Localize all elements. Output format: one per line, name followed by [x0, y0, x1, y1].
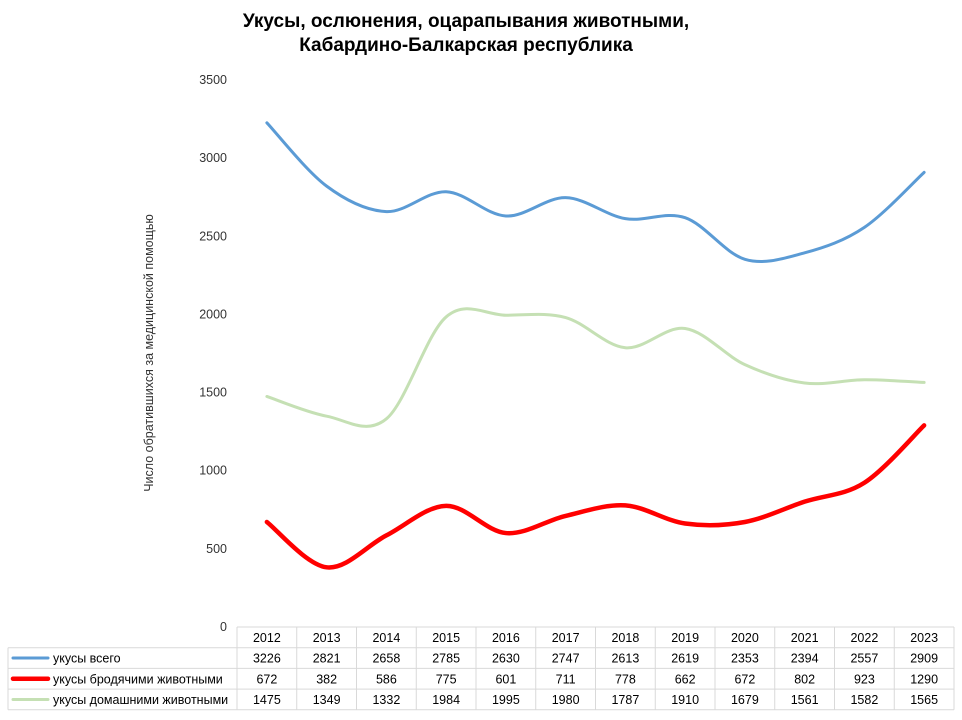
y-tick-label: 2500	[199, 229, 227, 243]
x-tick-label: 2022	[850, 631, 878, 645]
chart-title-line1: Укусы, ослюнения, оцарапывания животными…	[242, 11, 690, 32]
legend-label: укусы всего	[53, 652, 121, 666]
y-tick-label: 3500	[199, 73, 227, 87]
x-tick-label: 2020	[731, 631, 759, 645]
data-label: 1787	[611, 693, 639, 707]
data-label: 1349	[313, 693, 341, 707]
x-tick-label: 2012	[253, 631, 281, 645]
x-tick-label: 2019	[671, 631, 699, 645]
data-label: 1475	[253, 693, 281, 707]
data-label: 778	[615, 672, 636, 686]
data-label: 2394	[791, 652, 819, 666]
y-tick-label: 500	[206, 542, 227, 556]
x-tick-label: 2017	[552, 631, 580, 645]
data-label: 1290	[910, 672, 938, 686]
series-lines	[264, 121, 927, 570]
y-axis-label: Число обратившихся за медицинской помощь…	[142, 214, 156, 492]
x-tick-label: 2021	[791, 631, 819, 645]
y-tick-label: 2000	[199, 307, 227, 321]
x-tick-label: 2016	[492, 631, 520, 645]
legend-label: укусы бродячими животными	[53, 672, 223, 686]
y-axis: 0 500 1000 1500 2000 2500 3000 3500	[199, 73, 227, 634]
data-label: 2909	[910, 652, 938, 666]
x-tick-label: 2014	[372, 631, 400, 645]
data-label: 1565	[910, 693, 938, 707]
series-line-stray	[264, 423, 927, 570]
data-label: 775	[436, 672, 457, 686]
data-label: 672	[734, 672, 755, 686]
data-label: 2613	[611, 652, 639, 666]
data-label: 2821	[313, 652, 341, 666]
data-label: 2557	[850, 652, 878, 666]
data-label: 2747	[552, 652, 580, 666]
data-label: 2619	[671, 652, 699, 666]
series-line-domestic	[265, 307, 926, 428]
data-label: 1910	[671, 693, 699, 707]
chart-title: Укусы, ослюнения, оцарапывания животными…	[0, 10, 932, 58]
data-label: 1332	[372, 693, 400, 707]
data-label: 711	[556, 672, 576, 686]
data-label: 1582	[850, 693, 878, 707]
data-label: 1984	[432, 693, 460, 707]
data-label: 1980	[552, 693, 580, 707]
legend-label: укусы домашними животными	[53, 693, 228, 707]
data-label: 2785	[432, 652, 460, 666]
data-label: 1561	[791, 693, 819, 707]
data-label: 2353	[731, 652, 759, 666]
series-line-total	[265, 121, 926, 263]
data-label: 586	[376, 672, 397, 686]
data-label: 2658	[372, 652, 400, 666]
data-table: 2012 2013 2014 2015 2016 2017 2018 2019 2020 2021…	[7, 626, 955, 711]
y-tick-label: 3000	[199, 151, 227, 165]
data-label: 3226	[253, 652, 281, 666]
x-tick-label: 2015	[432, 631, 460, 645]
data-label: 1679	[731, 693, 759, 707]
data-label: 672	[256, 672, 277, 686]
x-tick-label: 2018	[611, 631, 639, 645]
y-tick-label: 1000	[199, 464, 227, 478]
data-label: 802	[794, 672, 815, 686]
y-tick-label: 1500	[199, 386, 227, 400]
chart-title-line2: Кабардино-Балкарская республика	[299, 35, 633, 56]
data-label: 382	[316, 672, 337, 686]
x-tick-label: 2013	[313, 631, 341, 645]
data-label: 2630	[492, 652, 520, 666]
y-tick-label: 0	[220, 620, 227, 634]
data-label: 662	[675, 672, 696, 686]
data-label: 1995	[492, 693, 520, 707]
data-label: 923	[854, 672, 875, 686]
x-tick-label: 2023	[910, 631, 938, 645]
data-label: 601	[495, 672, 516, 686]
